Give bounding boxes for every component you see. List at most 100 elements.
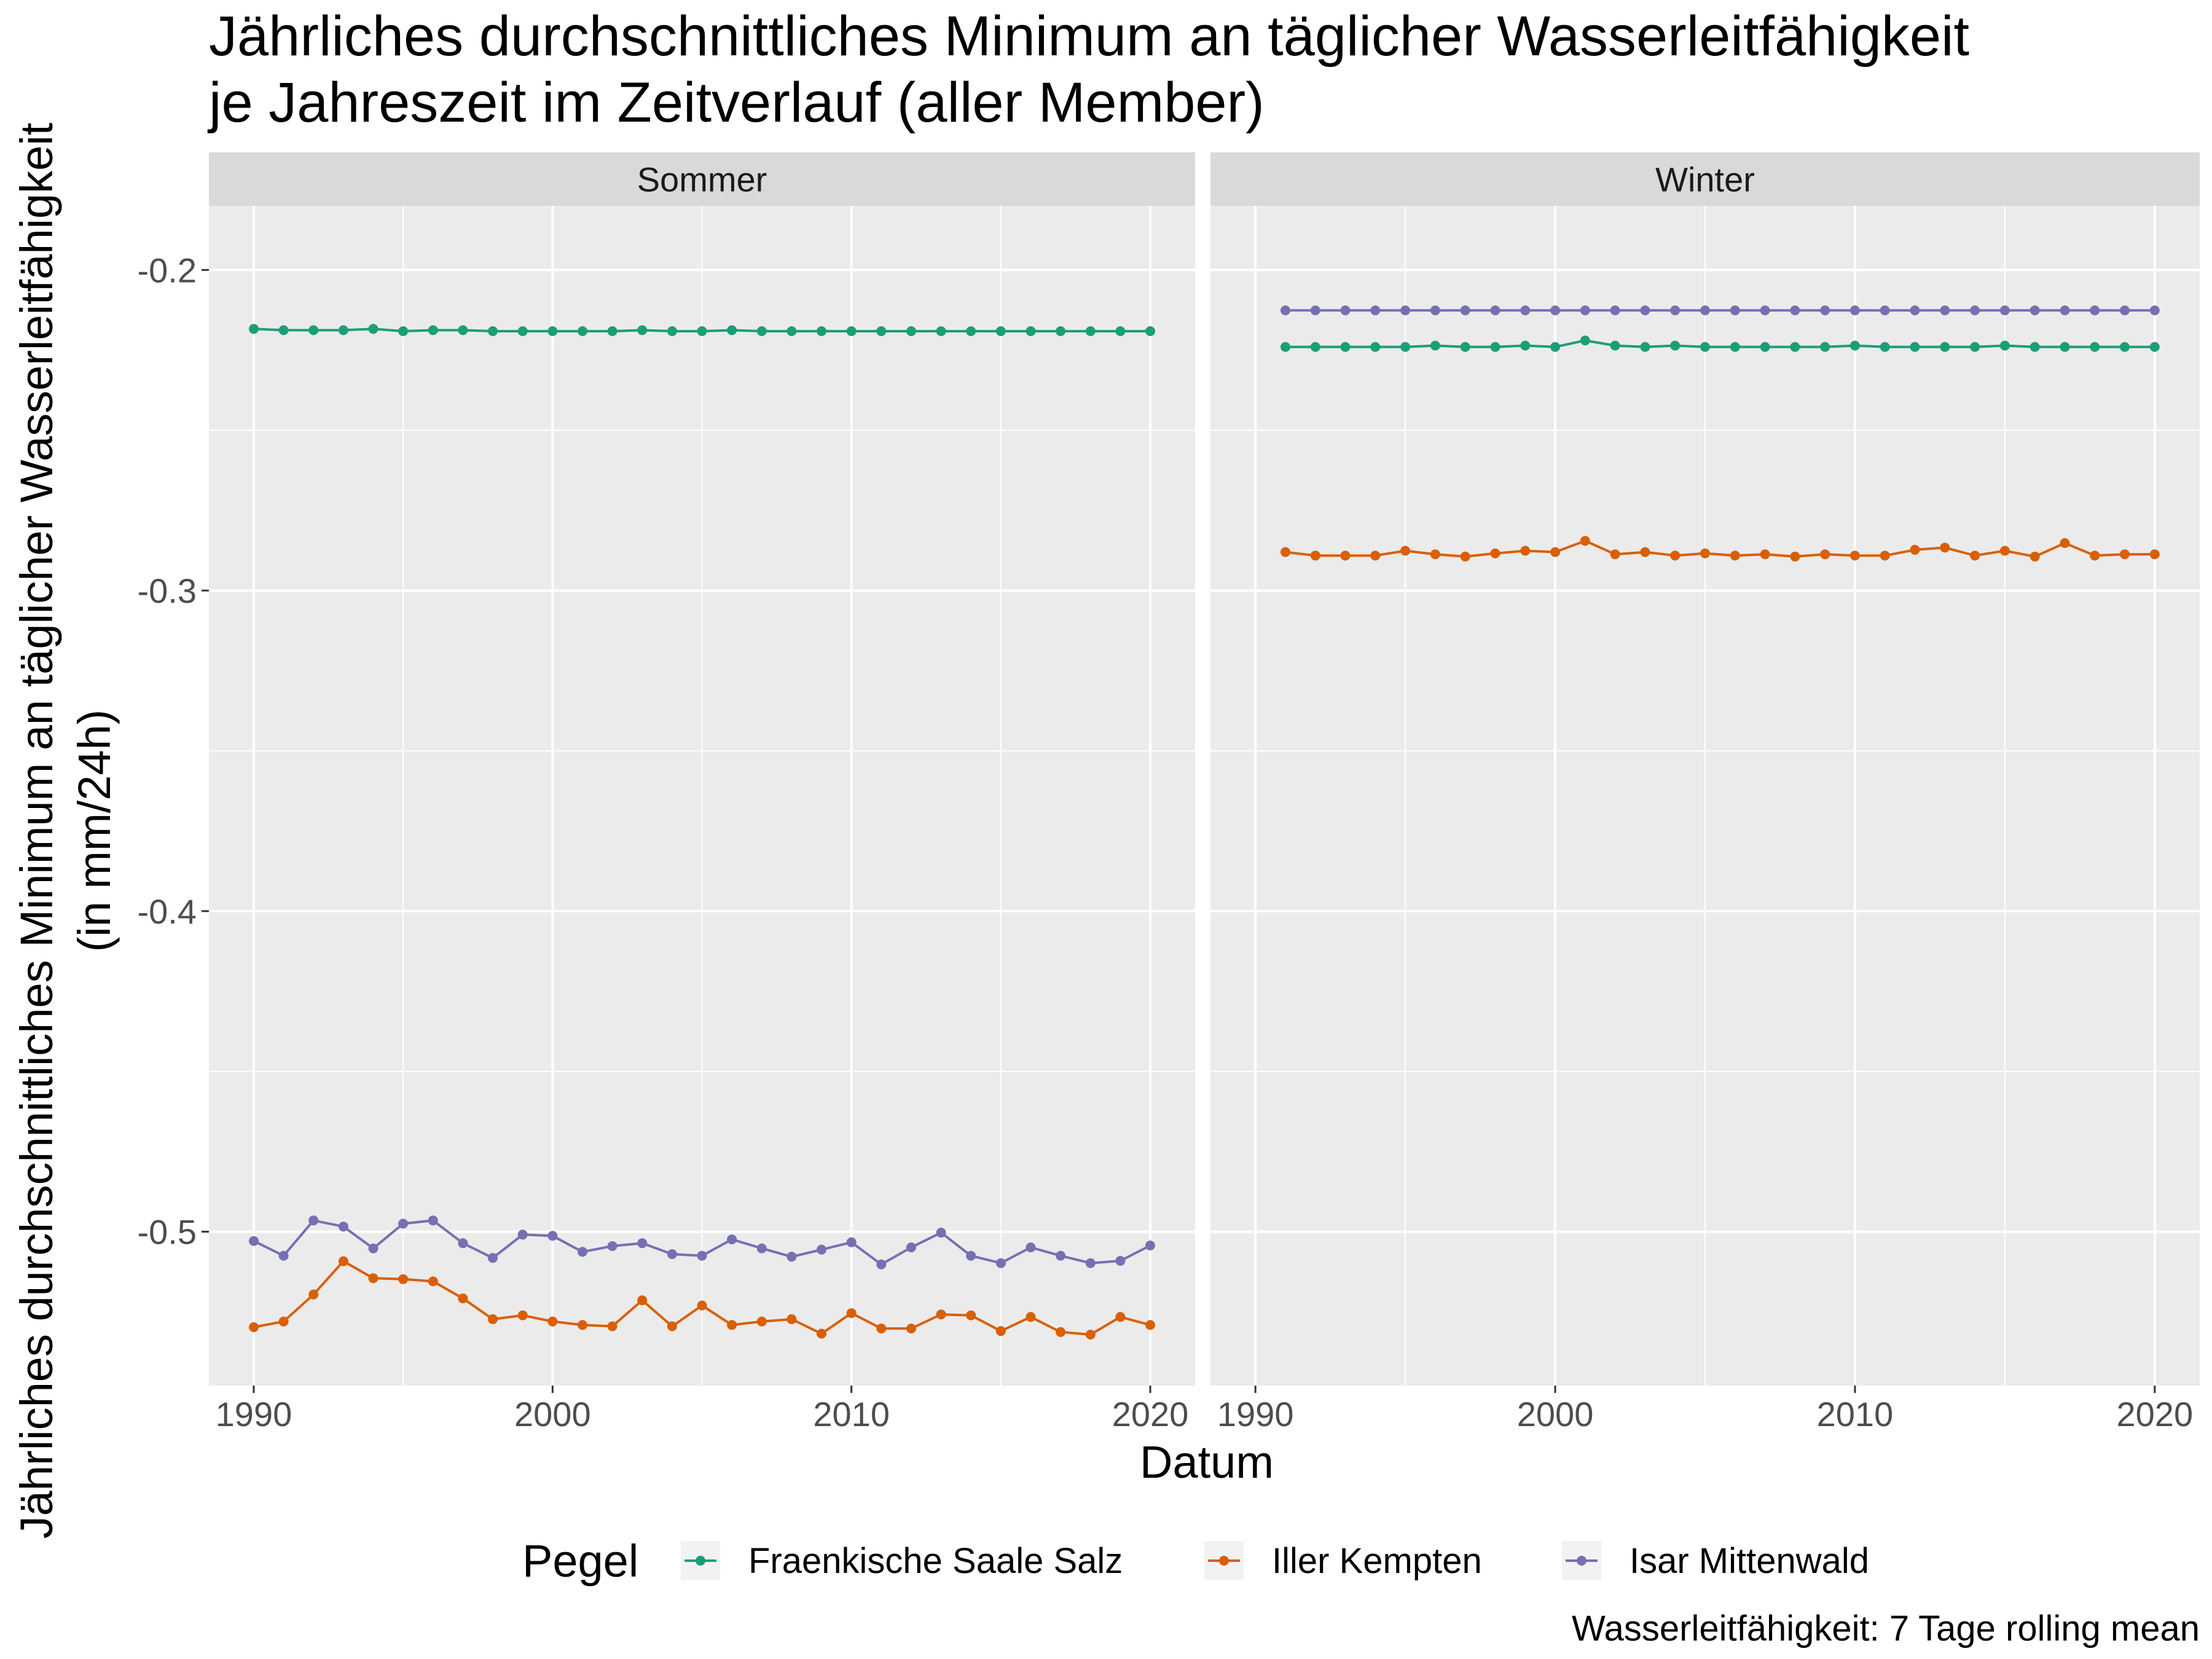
data-point — [2060, 342, 2070, 352]
legend-label: Fraenkische Saale Salz — [748, 1541, 1123, 1581]
data-point — [1640, 547, 1650, 557]
data-point — [1970, 342, 1980, 352]
data-point — [249, 1322, 259, 1332]
data-point — [1370, 551, 1381, 561]
data-point — [1820, 305, 1830, 316]
facet-strip — [1210, 152, 2200, 206]
data-point — [936, 1228, 946, 1238]
data-point — [966, 326, 976, 336]
legend-item: Isar Mittenwald — [1562, 1541, 1869, 1581]
data-point — [1970, 305, 1980, 316]
data-point — [667, 326, 677, 336]
data-point — [1730, 342, 1740, 352]
data-point — [607, 326, 618, 336]
data-point — [1340, 305, 1351, 316]
data-point — [1115, 1312, 1126, 1322]
data-point — [308, 1289, 319, 1300]
data-point — [1490, 305, 1500, 316]
series-iller-kempten — [249, 1256, 1155, 1339]
data-point — [966, 1250, 976, 1261]
data-point — [547, 326, 558, 336]
data-point — [368, 324, 378, 334]
data-point — [1430, 305, 1440, 316]
chart-title-line-1: Jährliches durchschnittliches Minimum an… — [209, 5, 1969, 68]
data-point — [1056, 326, 1066, 336]
data-point — [1370, 305, 1381, 316]
x-tick-label: 2020 — [1112, 1395, 1189, 1433]
legend: Pegel Fraenkische Saale Salz Iller Kempte… — [522, 1535, 1869, 1586]
data-point — [1026, 1242, 1036, 1253]
data-point — [876, 1259, 887, 1269]
chart-caption: Wasserleitfähigkeit: 7 Tage rolling mean — [1572, 1609, 2200, 1649]
data-point — [2030, 305, 2040, 316]
data-point — [846, 1308, 857, 1319]
panel-winter: Winter — [1210, 152, 2200, 1393]
data-point — [1026, 326, 1036, 336]
data-point — [428, 325, 438, 335]
data-point — [338, 1256, 348, 1266]
data-point — [995, 1258, 1006, 1268]
data-point — [786, 326, 797, 336]
data-point — [2120, 342, 2130, 352]
data-point — [697, 1250, 707, 1261]
facet-panels: Sommer Winter — [209, 152, 2200, 1393]
data-point — [458, 1293, 468, 1304]
facet-strip-label: Winter — [1655, 160, 1755, 199]
data-point — [756, 1316, 767, 1327]
data-point — [667, 1321, 677, 1332]
series-iller-kempten — [1281, 536, 2160, 562]
data-point — [1310, 342, 1320, 352]
x-tick-label: 2020 — [2117, 1395, 2194, 1433]
data-point — [817, 1328, 826, 1339]
data-point — [1940, 543, 1950, 553]
series-fraenkische-saale-salz — [249, 324, 1155, 336]
x-tick-label: 1990 — [1217, 1395, 1294, 1433]
data-point — [517, 1310, 528, 1320]
y-tick-label: -0.5 — [138, 1213, 197, 1252]
data-point — [667, 1249, 677, 1260]
x-tick-label: 2000 — [514, 1395, 591, 1433]
data-point — [995, 1326, 1006, 1336]
x-tick-label: 1990 — [216, 1395, 292, 1433]
data-point — [249, 324, 259, 334]
data-point — [1550, 342, 1561, 352]
data-point — [637, 1238, 648, 1249]
data-point — [727, 1320, 737, 1330]
data-point — [368, 1243, 378, 1253]
series-line — [1285, 339, 2155, 348]
data-point — [1670, 305, 1681, 316]
data-point — [368, 1273, 378, 1284]
data-point — [1730, 551, 1740, 561]
data-point — [428, 1276, 438, 1287]
data-point — [278, 325, 289, 335]
data-point — [1610, 340, 1620, 351]
data-point — [1640, 342, 1650, 352]
data-point — [2060, 305, 2070, 316]
data-point — [1580, 305, 1590, 316]
data-point — [1940, 342, 1950, 352]
data-point — [428, 1215, 438, 1226]
data-point — [1700, 548, 1710, 559]
x-axis-title: Datum — [1140, 1437, 1274, 1488]
data-point — [398, 326, 409, 336]
data-point — [1700, 305, 1710, 316]
data-point — [488, 1253, 498, 1263]
data-point — [2149, 305, 2160, 316]
data-point — [2030, 342, 2040, 352]
data-point — [1145, 1320, 1155, 1330]
data-point — [1610, 549, 1620, 560]
legend-key-point — [696, 1556, 705, 1566]
data-point — [637, 1295, 648, 1306]
data-point — [1550, 547, 1561, 557]
data-point — [727, 1234, 737, 1245]
data-point — [1520, 546, 1531, 556]
data-point — [1281, 547, 1290, 557]
data-point — [1910, 544, 1920, 555]
data-point — [1281, 305, 1290, 316]
data-point — [1760, 549, 1770, 560]
data-point — [1849, 340, 1860, 351]
data-point — [817, 326, 826, 336]
data-point — [607, 1321, 618, 1332]
data-point — [1400, 342, 1411, 352]
data-point — [1640, 305, 1650, 316]
